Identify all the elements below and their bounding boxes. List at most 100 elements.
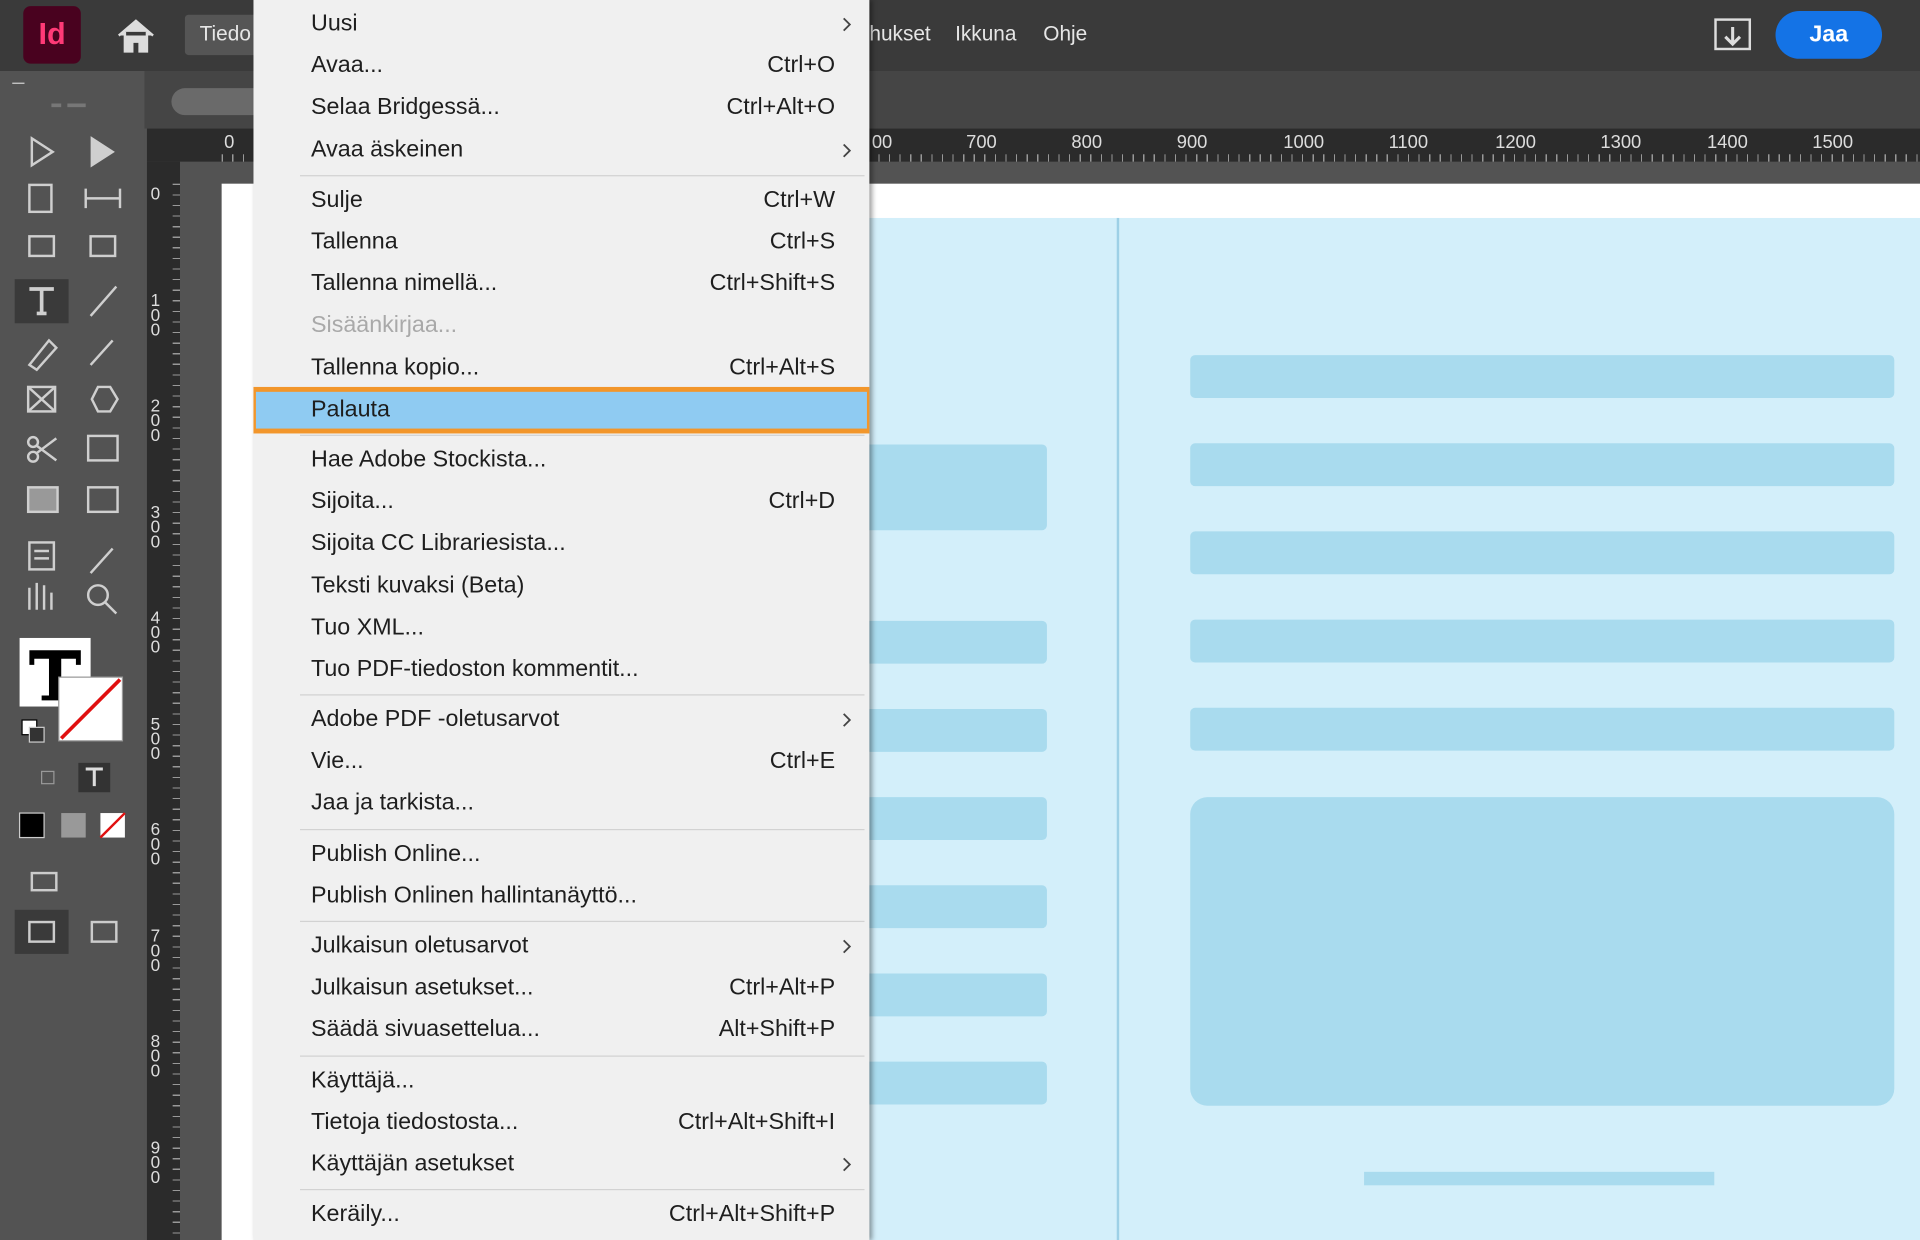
active-menu-bg <box>184 14 259 56</box>
tools-panel <box>0 71 145 1240</box>
ruler-label: 00 <box>871 132 893 154</box>
menu-item[interactable]: Keräily... Ctrl+Alt+Shift+P <box>253 1194 869 1236</box>
menu-item[interactable]: Sulje Ctrl+W <box>253 180 869 222</box>
menu-item-label: Keräily... <box>311 1201 400 1228</box>
menu-item-label: Sijoita CC Librariesista... <box>311 530 566 557</box>
file-menu: Uusi Avaa... Ctrl+O Selaa Bridgessä... Ctrl+… <box>253 0 870 1240</box>
placeholder-bar <box>857 973 1047 1017</box>
menu-item-shortcut: Ctrl+Alt+Shift+I <box>677 1109 836 1135</box>
ruler-label: 0 <box>224 132 235 154</box>
menu-separator <box>253 917 869 926</box>
menu-bar-item[interactable]: Ikkuna <box>955 22 1017 46</box>
menu-item[interactable]: Sijoita... Ctrl+D <box>253 481 869 523</box>
ruler-label: 900 <box>1176 132 1208 154</box>
placeholder-bar <box>857 1061 1047 1105</box>
menu-item-label: Sulje <box>311 187 363 213</box>
menu-item-label: Publish Online... <box>311 840 481 867</box>
menu-item[interactable]: Selaa Bridgessä... Ctrl+Alt+O <box>253 87 869 129</box>
menu-item-label: Tietoja tiedostosta... <box>311 1109 519 1135</box>
menu-item-label: Avaa... <box>311 52 384 79</box>
menu-item[interactable]: Avaa... Ctrl+O <box>253 46 869 88</box>
menu-item[interactable]: Julkaisun asetukset... Ctrl+Alt+P <box>253 968 869 1010</box>
ruler-label: 0 <box>150 183 161 204</box>
menu-item[interactable]: Uusi <box>253 4 869 46</box>
menu-item-label: Sisäänkirjaa... <box>311 312 458 339</box>
menu-bar-item[interactable]: hukset <box>869 22 931 46</box>
menu-item[interactable]: Tallenna kopio... Ctrl+Alt+S <box>253 347 869 389</box>
ruler-label: 700 <box>150 925 161 975</box>
menu-item[interactable]: Käyttäjän asetukset <box>253 1144 869 1186</box>
menu-item-label: Tallenna nimellä... <box>311 270 498 297</box>
menu-item[interactable]: Tuo XML... <box>253 607 869 649</box>
menu-item[interactable]: Tallenna Ctrl+S <box>253 222 869 264</box>
ruler-label: 800 <box>1071 132 1103 154</box>
menu-item-label: Käyttäjän asetukset <box>311 1150 515 1177</box>
placeholder-box <box>1190 797 1895 1106</box>
ruler-label: 700 <box>966 132 997 154</box>
ruler-label: 100 <box>150 289 161 339</box>
menu-item-label: Selaa Bridgessä... <box>311 94 500 121</box>
placeholder-bar <box>1190 707 1895 751</box>
submenu-arrow <box>843 713 852 727</box>
menu-item[interactable]: Hae Adobe Stockista... <box>253 439 869 481</box>
ruler-label: 900 <box>150 1136 161 1186</box>
menu-item[interactable]: Palauta <box>253 386 870 434</box>
tab-field[interactable] <box>171 88 270 116</box>
menu-item-shortcut: Ctrl+Shift+S <box>709 270 836 297</box>
ruler-label: 1300 <box>1600 132 1642 154</box>
placeholder-bar <box>1190 619 1895 663</box>
menu-item-shortcut: Ctrl+Alt+P <box>729 974 836 1001</box>
menu-item[interactable]: Publish Online... <box>253 833 869 875</box>
menu-item: Sisäänkirjaa... <box>253 305 869 347</box>
menu-item-label: Tuo XML... <box>311 614 424 641</box>
menu-item[interactable]: Adobe PDF -oletusarvot <box>253 699 869 741</box>
menu-item-label: Vie... <box>311 748 364 775</box>
menu-bar-item[interactable]: Ohje <box>1043 22 1088 46</box>
menu-item[interactable]: Publish Onlinen hallintanäyttö... <box>253 875 869 917</box>
ruler-label: 1000 <box>1283 132 1325 154</box>
submenu-arrow <box>843 143 852 157</box>
menu-item[interactable]: Tallenna nimellä... Ctrl+Shift+S <box>253 263 869 305</box>
menu-item[interactable]: Vie... Ctrl+E <box>253 741 869 783</box>
publish-icon[interactable] <box>1713 17 1752 54</box>
menu-item-label: Julkaisun oletusarvot <box>311 933 529 959</box>
menu-item-shortcut: Ctrl+O <box>767 52 836 79</box>
ruler-label: 1500 <box>1812 132 1854 154</box>
ruler-label: 1400 <box>1706 132 1748 154</box>
menu-item-label: Publish Onlinen hallintanäyttö... <box>311 882 637 909</box>
menu-item[interactable]: Tuo PDF-tiedoston kommentit... <box>253 649 869 691</box>
menu-item-shortcut: Alt+Shift+P <box>718 1016 836 1043</box>
menu-item-shortcut: Ctrl+W <box>763 187 836 213</box>
menu-item[interactable]: Avaa äskeinen <box>253 129 869 171</box>
ruler-label: 600 <box>150 819 161 869</box>
menu-item-label: Hae Adobe Stockista... <box>311 446 547 473</box>
menu-item[interactable]: Julkaisun oletusarvot <box>253 926 869 968</box>
menu-item-shortcut: Ctrl+Alt+Shift+P <box>668 1201 836 1228</box>
placeholder-bar <box>1190 531 1895 575</box>
menu-item[interactable]: Käyttäjä... <box>253 1060 869 1102</box>
menu-item-label: Avaa äskeinen <box>311 136 464 163</box>
placeholder-bar <box>857 620 1047 664</box>
menu-item[interactable]: Tietoja tiedostosta... Ctrl+Alt+Shift+I <box>253 1102 869 1144</box>
placeholder-line <box>1364 1171 1715 1186</box>
menu-item[interactable]: Jaa ja tarkista... <box>253 783 869 825</box>
share-button[interactable]: Jaa <box>1775 11 1883 59</box>
column-guide <box>1116 217 1120 1240</box>
menu-item-shortcut: Ctrl+D <box>768 488 836 515</box>
tool-icons <box>12 82 126 954</box>
menu-item-shortcut: Ctrl+Alt+S <box>729 354 836 381</box>
ruler-label: 400 <box>150 607 161 657</box>
menu-item-label: Käyttäjä... <box>311 1067 415 1093</box>
menu-item[interactable]: Sijoita CC Librariesista... <box>253 523 869 565</box>
menu-item[interactable]: Teksti kuvaksi (Beta) <box>253 565 869 607</box>
menu-item[interactable]: Säädä sivuasettelua... Alt+Shift+P <box>253 1009 869 1051</box>
menu-bar-item[interactable]: Tiedo <box>199 22 251 46</box>
placeholder-bar <box>857 708 1047 752</box>
menu-item-label: Julkaisun asetukset... <box>311 974 534 1001</box>
menu-item-label: Adobe PDF -oletusarvot <box>311 706 560 733</box>
placeholder-bar <box>857 885 1047 929</box>
app-logo[interactable]: Id <box>23 6 81 64</box>
home-icon[interactable] <box>116 17 155 54</box>
